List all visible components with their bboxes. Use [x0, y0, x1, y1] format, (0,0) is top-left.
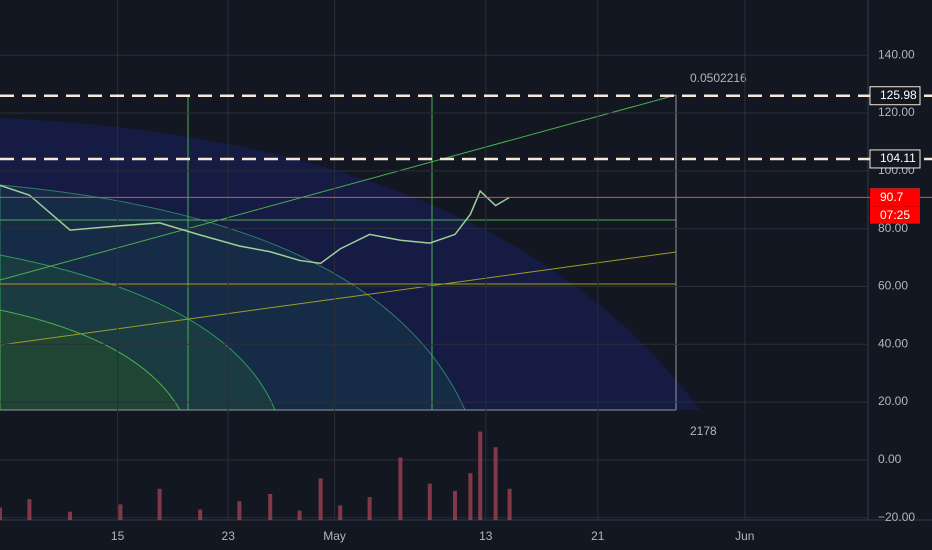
volume-bar [507, 488, 512, 520]
countdown-box [870, 206, 920, 224]
volume-bar [453, 490, 457, 520]
volume-bar [478, 431, 483, 520]
price-label-box [870, 188, 920, 207]
price-label: 90.7 [880, 190, 904, 204]
volume-bar [493, 447, 498, 520]
annotation: 2178 [690, 424, 717, 438]
y-tick-label: 60.00 [878, 279, 908, 293]
volume-bar [27, 499, 32, 520]
fan-lines [0, 94, 677, 411]
fib-arc [0, 184, 466, 411]
y-tick-label: 40.00 [878, 336, 908, 350]
fib-arc-outer [0, 118, 700, 410]
volume-bar [118, 504, 123, 520]
fan-line [0, 94, 677, 281]
x-tick-label: 23 [222, 529, 236, 543]
price-label-box [869, 86, 921, 106]
x-tick-label: Jun [735, 529, 754, 543]
fib-arc [0, 309, 181, 411]
x-tick-label: May [323, 529, 346, 543]
drawings [0, 118, 700, 411]
fan-line [0, 251, 677, 346]
volume-bar [318, 478, 323, 520]
volume-bar [338, 505, 343, 520]
y-tick-label: −20.00 [878, 510, 915, 524]
volume-bar [0, 507, 2, 520]
x-tick-label: 13 [479, 529, 493, 543]
price-line [0, 184, 510, 265]
fib-arc [0, 254, 276, 411]
y-tick-label: 0.00 [878, 452, 902, 466]
price-label: 104.11 [880, 151, 916, 165]
x-tick-label: 15 [111, 529, 125, 543]
volume-bar [468, 473, 473, 520]
y-tick-label: 140.00 [878, 47, 915, 61]
volume-bar [367, 497, 372, 520]
x-tick-label: 21 [591, 529, 605, 543]
volume-bar [157, 488, 162, 520]
volume-bar [198, 509, 203, 520]
y-tick-label: 120.00 [878, 105, 915, 119]
volume-bar [398, 457, 403, 520]
volume-bar [237, 501, 242, 520]
countdown: 07:25 [880, 208, 910, 222]
volume-bar [297, 510, 302, 520]
volume-bar [68, 511, 72, 520]
annotation: 0.0502216 [690, 71, 747, 85]
y-tick-label: 80.00 [878, 221, 908, 235]
volume-bar [427, 483, 432, 520]
price-label: 125.98 [880, 88, 917, 102]
price-label-box [869, 149, 921, 169]
volume-bar [268, 494, 273, 520]
y-tick-label: 20.00 [878, 394, 908, 408]
